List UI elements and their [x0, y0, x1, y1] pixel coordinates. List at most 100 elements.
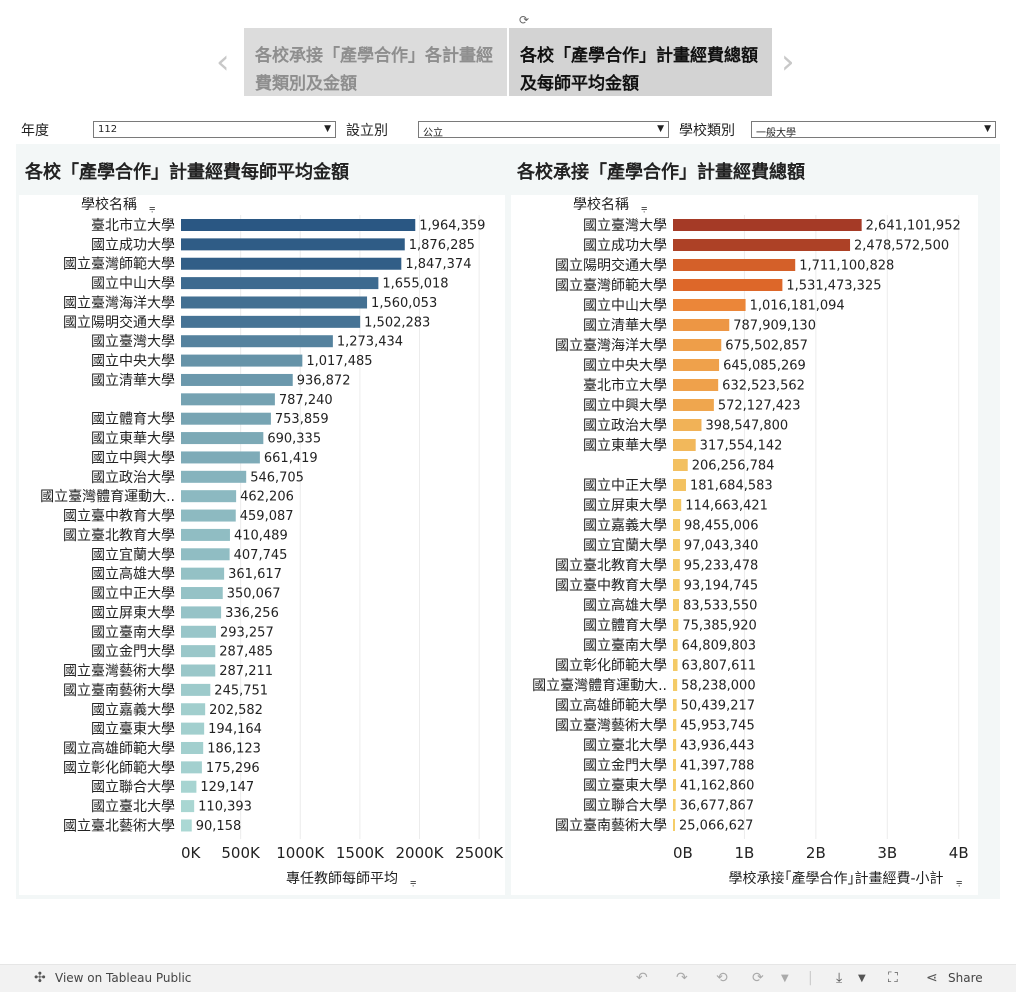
bar[interactable] [673, 339, 722, 351]
bar[interactable] [181, 528, 230, 541]
bar[interactable] [673, 519, 681, 531]
bar[interactable] [181, 238, 405, 251]
bar[interactable] [673, 479, 686, 491]
bar[interactable] [181, 277, 379, 290]
fullscreen-icon[interactable]: ⛶ [888, 970, 898, 986]
story-tab-1[interactable]: 各校承接「產學合作」各計畫經費類別及金額 [244, 28, 507, 96]
bar[interactable] [673, 539, 680, 551]
bar[interactable] [181, 470, 247, 483]
bar[interactable] [673, 719, 677, 731]
filter-year-select[interactable]: 112 ▼ [93, 121, 336, 138]
bar[interactable] [181, 703, 206, 716]
bar[interactable] [181, 373, 293, 386]
bar-value-label: 64,809,803 [682, 639, 756, 654]
bar[interactable] [181, 257, 402, 270]
bar[interactable] [181, 393, 275, 406]
bar[interactable] [181, 432, 264, 445]
bar[interactable] [181, 606, 222, 619]
refresh-icon[interactable]: ⟳ [752, 970, 764, 986]
share-icon[interactable]: ⋖ [926, 970, 938, 986]
bar[interactable] [181, 664, 216, 677]
bar[interactable] [181, 819, 192, 832]
bar[interactable] [181, 587, 223, 600]
bar[interactable] [181, 354, 303, 367]
category-label: 國立臺灣體育運動大.. [532, 678, 667, 694]
filter-ownership-label: 設立別 [346, 123, 388, 139]
bar-value-label: 675,502,857 [725, 339, 808, 354]
bar[interactable] [673, 259, 796, 271]
undo-icon[interactable]: ↶ [636, 970, 648, 986]
previous-story-arrow-icon[interactable]: ‹ [216, 42, 230, 82]
sort-icon[interactable]: ⩦ [641, 201, 647, 214]
share-button[interactable]: Share [948, 971, 983, 985]
bar[interactable] [673, 819, 675, 831]
next-story-arrow-icon[interactable]: › [781, 42, 795, 82]
chevron-down-icon[interactable]: ▼ [858, 973, 866, 984]
bar[interactable] [181, 451, 260, 464]
bar[interactable] [181, 412, 271, 425]
sort-icon[interactable]: ⩦ [410, 875, 416, 888]
bar[interactable] [673, 739, 677, 751]
bar-value-label: 1,655,018 [382, 277, 448, 292]
bar[interactable] [673, 299, 746, 311]
chevron-down-icon: ▼ [984, 124, 991, 134]
bar[interactable] [181, 683, 211, 696]
bar[interactable] [673, 379, 719, 391]
bar[interactable] [181, 296, 368, 309]
category-label: 國立臺中教育大學 [555, 578, 667, 594]
bar[interactable] [673, 439, 696, 451]
bar[interactable] [181, 780, 197, 793]
bar[interactable] [673, 679, 678, 691]
sort-icon[interactable]: ⩦ [149, 201, 155, 214]
redo-icon[interactable]: ↷ [676, 970, 688, 986]
bar-value-label: 1,560,053 [371, 296, 437, 311]
download-icon[interactable]: ⤓ [836, 970, 843, 986]
bar[interactable] [673, 779, 676, 791]
bar[interactable] [181, 509, 236, 522]
bar[interactable] [673, 459, 688, 471]
bar[interactable] [673, 279, 783, 291]
tableau-logo-icon: ✣ [34, 970, 46, 986]
sort-icon[interactable]: ⩦ [956, 875, 962, 888]
bar[interactable] [673, 579, 680, 591]
bar[interactable] [181, 219, 416, 231]
filter-year-value: 112 [98, 124, 118, 135]
filter-school-type-value: 一般大學 [756, 128, 796, 139]
bar[interactable] [673, 619, 679, 631]
bar[interactable] [673, 499, 682, 511]
bar[interactable] [673, 799, 676, 811]
bar[interactable] [673, 659, 678, 671]
bar[interactable] [181, 490, 237, 503]
bar[interactable] [673, 239, 851, 251]
filter-school-type-select[interactable]: 一般大學 ▼ [751, 121, 996, 139]
bar[interactable] [181, 645, 216, 658]
bar-value-label: 787,909,130 [733, 319, 816, 334]
chevron-down-icon[interactable]: ▼ [781, 973, 789, 984]
bar[interactable] [673, 219, 862, 231]
filter-ownership-select[interactable]: 公立 ▼ [418, 121, 669, 139]
bar[interactable] [181, 741, 204, 754]
bar[interactable] [673, 639, 678, 651]
x-tick-label: 2000K [396, 844, 445, 862]
bar[interactable] [673, 699, 677, 711]
bar[interactable] [673, 399, 714, 411]
revert-icon[interactable]: ⟲ [716, 970, 728, 986]
bar[interactable] [673, 359, 720, 371]
chevron-down-icon: ▼ [657, 124, 664, 134]
bar[interactable] [673, 599, 679, 611]
bar[interactable] [181, 335, 333, 348]
bar[interactable] [673, 419, 702, 431]
bar[interactable] [673, 319, 730, 331]
bar[interactable] [181, 800, 195, 813]
bar[interactable] [181, 625, 216, 638]
bar[interactable] [181, 567, 225, 580]
bar[interactable] [673, 559, 680, 571]
bar[interactable] [673, 759, 676, 771]
story-tab-2[interactable]: 各校「產學合作」計畫經費總額及每師平均金額 [509, 28, 772, 96]
view-on-tableau-link[interactable]: View on Tableau Public [55, 971, 192, 985]
bar[interactable] [181, 315, 361, 328]
bar-value-label: 1,502,283 [364, 315, 430, 330]
bar[interactable] [181, 548, 230, 561]
bar[interactable] [181, 722, 205, 735]
bar[interactable] [181, 761, 202, 774]
